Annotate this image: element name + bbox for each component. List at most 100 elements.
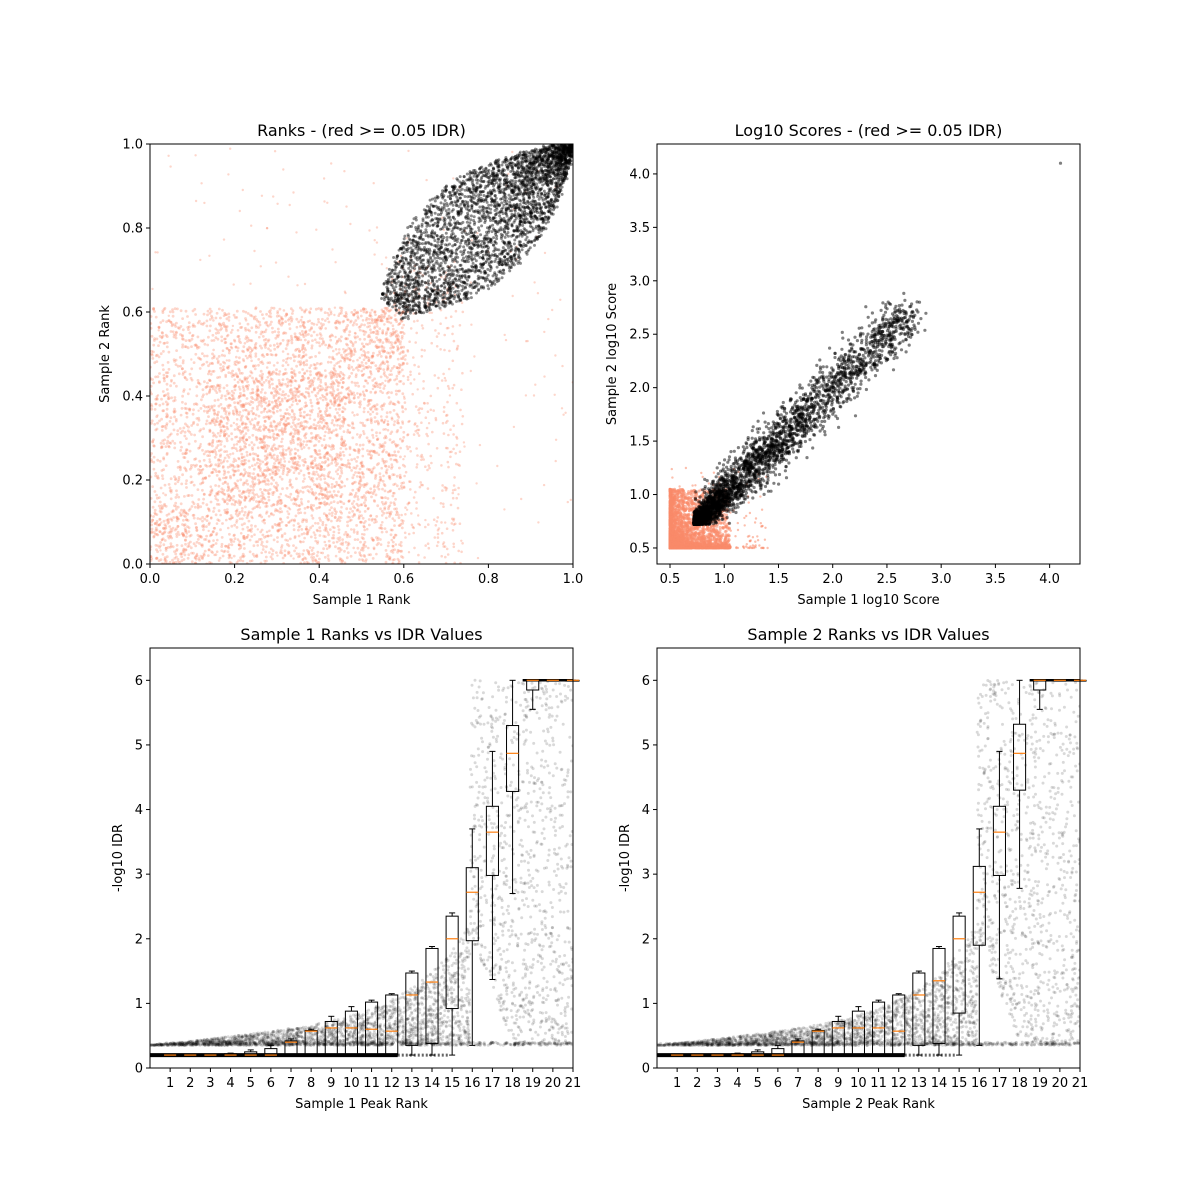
y-tick-label: 4 — [135, 803, 143, 818]
y-tick-label: 0 — [135, 1062, 143, 1077]
x-tick-label: 15 — [444, 1076, 461, 1091]
x-tick-label: 9 — [327, 1076, 335, 1091]
scores-y-label: Sample 2 log10 Score — [605, 283, 620, 425]
y-tick-label: 5 — [642, 738, 650, 753]
s2-idr-y-label: -log10 IDR — [618, 824, 633, 892]
y-tick-label: 0.8 — [122, 222, 143, 237]
y-tick-label: 3 — [642, 868, 650, 883]
y-tick-label: 0.2 — [122, 474, 143, 489]
box-17 — [485, 750, 499, 980]
x-tick-label: 19 — [524, 1076, 541, 1091]
box-3 — [203, 1054, 217, 1057]
x-tick-label: 2 — [693, 1076, 701, 1091]
ranks-panel: Ranks - (red >= 0.05 IDR) 0.0 0.2 0.4 0.6 0.… — [98, 121, 583, 608]
x-tick-label: 13 — [911, 1076, 928, 1091]
box-body — [831, 1020, 845, 1056]
y-tick-label: 2.0 — [629, 381, 650, 396]
y-tick-label: 0.4 — [122, 390, 143, 405]
s1-idr-boxes — [163, 679, 580, 1057]
box-4 — [224, 1052, 238, 1056]
x-tick-label: 0.0 — [140, 572, 161, 587]
box-20 — [546, 679, 560, 682]
y-tick-label: 6 — [642, 674, 650, 689]
box-body — [851, 1010, 865, 1056]
ranks-x-axis: 0.0 0.2 0.4 0.6 0.8 1.0 — [140, 564, 584, 587]
y-tick-label: 1 — [642, 997, 650, 1012]
x-tick-label: 17 — [991, 1076, 1008, 1091]
box-body — [872, 1001, 886, 1056]
box-16 — [972, 828, 986, 1046]
y-tick-label: 3.0 — [629, 274, 650, 289]
y-tick-label: 0.0 — [122, 558, 143, 573]
y-tick-label: 0 — [642, 1062, 650, 1077]
box-1 — [670, 1054, 684, 1057]
x-tick-label: 4.0 — [1039, 572, 1060, 587]
y-tick-label: 0.6 — [122, 306, 143, 321]
y-tick-label: 1.0 — [629, 488, 650, 503]
x-tick-label: 20 — [545, 1076, 562, 1091]
box-20 — [1053, 679, 1067, 682]
box-14 — [425, 946, 439, 1056]
box-2 — [183, 1054, 197, 1057]
box-4 — [731, 1052, 745, 1056]
box-body — [344, 1010, 358, 1056]
x-tick-label: 8 — [307, 1076, 315, 1091]
box-6 — [264, 1044, 278, 1056]
y-tick-label: 1 — [135, 997, 143, 1012]
box-18 — [1013, 679, 1027, 889]
y-tick-label: 2 — [642, 932, 650, 947]
x-tick-label: 17 — [484, 1076, 501, 1091]
x-tick-label: 5 — [754, 1076, 762, 1091]
x-tick-label: 16 — [971, 1076, 988, 1091]
s1-idr-x-label: Sample 1 Peak Rank — [295, 1097, 428, 1112]
x-tick-label: 0.4 — [309, 572, 330, 587]
box-11 — [365, 999, 379, 1056]
box-body — [465, 867, 479, 942]
ranks-frame — [149, 143, 574, 565]
box-body — [405, 972, 419, 1046]
y-tick-label: 3.5 — [629, 221, 650, 236]
s1-idr-points — [150, 678, 573, 1058]
box-5 — [244, 1049, 258, 1056]
x-tick-label: 12 — [383, 1076, 400, 1091]
box-8 — [811, 1028, 825, 1056]
x-tick-label: 2 — [186, 1076, 194, 1091]
x-tick-label: 3.0 — [931, 572, 952, 587]
x-tick-label: 21 — [1072, 1076, 1089, 1091]
box-body — [445, 915, 459, 1010]
box-body — [811, 1030, 825, 1056]
box-body — [324, 1020, 338, 1056]
box-body — [506, 725, 520, 792]
x-tick-label: 19 — [1031, 1076, 1048, 1091]
high-idr-points — [380, 144, 573, 321]
x-tick-label: 5 — [247, 1076, 255, 1091]
x-tick-label: 10 — [850, 1076, 867, 1091]
y-tick-label: 5 — [135, 738, 143, 753]
box-body — [952, 915, 966, 1014]
y-tick-label: 3 — [135, 868, 143, 883]
y-tick-label: 6 — [135, 674, 143, 689]
box-body — [365, 1001, 379, 1056]
x-tick-label: 8 — [814, 1076, 822, 1091]
box-body — [1013, 723, 1027, 791]
s1-idr-panel: Sample 1 Ranks vs IDR Values 1 2 3 4 5 6 7 8 9 10… — [111, 625, 581, 1112]
x-tick-label: 12 — [890, 1076, 907, 1091]
x-tick-label: 0.8 — [478, 572, 499, 587]
idr-points — [150, 678, 573, 1047]
box-16 — [465, 828, 479, 1046]
box-body — [425, 947, 439, 1044]
s2-idr-frame — [656, 647, 1081, 1069]
x-tick-label: 21 — [565, 1076, 582, 1091]
x-tick-label: 4 — [733, 1076, 741, 1091]
ranks-title: Ranks - (red >= 0.05 IDR) — [257, 121, 466, 140]
box-10 — [344, 1006, 358, 1056]
box-body — [385, 994, 399, 1056]
box-6 — [771, 1044, 785, 1056]
x-tick-label: 1.0 — [563, 572, 584, 587]
x-tick-label: 1.0 — [714, 572, 735, 587]
s1-idr-y-axis: 0 1 2 3 4 5 6 — [135, 674, 150, 1077]
x-tick-label: 1.5 — [768, 572, 789, 587]
box-body — [304, 1030, 318, 1056]
